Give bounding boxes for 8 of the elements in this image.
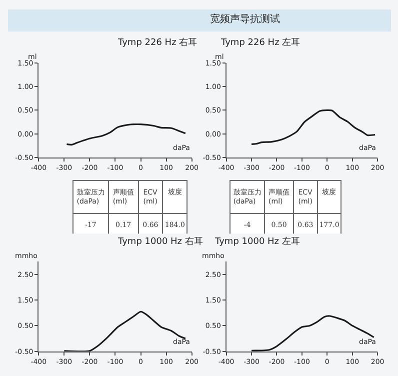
chart-title: Tymp 226 Hz 左耳 [220,37,300,48]
chart-title: Tymp 1000 Hz 左耳 [214,236,300,247]
text: 宽频声导抗测试 [210,13,280,25]
line-series [250,315,375,352]
line-series [250,109,376,146]
line-series [66,123,186,146]
chart-title: Tymp 226 Hz 右耳 [117,37,198,48]
chart-title: Tymp 1000 Hz 右耳 [117,236,203,247]
